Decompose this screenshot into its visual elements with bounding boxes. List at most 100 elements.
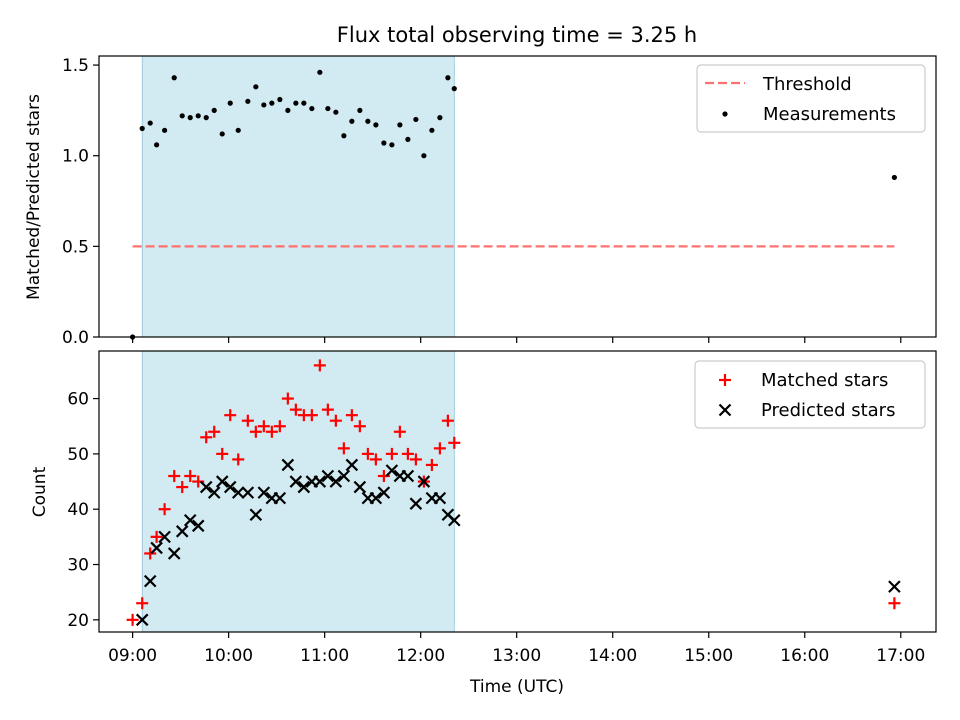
matched-star-point <box>289 403 302 416</box>
measurement-point <box>154 142 160 148</box>
predicted-star-point <box>257 486 271 499</box>
legend-matched-swatch <box>719 374 731 386</box>
measurement-point <box>365 118 371 124</box>
x-tick-label: 14:00 <box>588 646 637 666</box>
measurement-point <box>301 100 307 106</box>
measurement-point <box>437 115 443 121</box>
predicted-star-point <box>167 547 181 560</box>
matched-star-point <box>126 613 139 626</box>
measurement-point <box>211 107 217 113</box>
measurement-point <box>325 105 331 112</box>
matched-star-point <box>200 431 213 444</box>
y-tick-label: 40 <box>67 500 89 520</box>
predicted-star-point <box>215 475 229 488</box>
matched-star-point <box>281 392 294 405</box>
matched-star-point <box>150 530 163 543</box>
x-tick-label: 11:00 <box>300 646 349 666</box>
predicted-star-point <box>175 525 189 538</box>
matched-star-point <box>385 447 398 460</box>
matched-star-point <box>273 420 286 433</box>
measurement-point <box>357 107 363 113</box>
predicted-star-point <box>313 475 327 488</box>
measurement-points <box>130 69 897 340</box>
measurement-point <box>195 113 201 119</box>
matched-star-point <box>321 403 334 416</box>
predicted-star-point <box>369 491 383 505</box>
measurement-point <box>381 140 387 146</box>
measurement-point <box>451 86 457 92</box>
measurement-point <box>421 153 427 159</box>
matched-star-point <box>433 442 446 455</box>
bottom-y-axis-label: Count <box>30 466 50 517</box>
measurement-point <box>235 127 241 133</box>
y-tick-label: 50 <box>67 445 89 465</box>
measurement-point <box>349 118 355 124</box>
matched-star-point <box>369 453 382 466</box>
measurement-point <box>373 122 379 128</box>
legend-box <box>696 64 926 133</box>
measurement-point <box>341 133 347 139</box>
matched-star-point <box>345 409 358 422</box>
predicted-star-point <box>249 508 263 522</box>
predicted-star-point <box>401 469 415 483</box>
top-y-axis-label: Matched/Predicted stars <box>24 94 44 300</box>
matched-star-point <box>208 425 221 438</box>
matched-star-point <box>401 447 414 460</box>
y-tick-label: 1.5 <box>62 56 89 76</box>
matched-star-point <box>425 458 438 471</box>
y-tick-group: 0.0 0.5 1.0 1.5 <box>62 56 902 348</box>
y-tick-label: 60 <box>67 390 89 410</box>
matched-star-point <box>393 425 406 438</box>
predicted-star-point <box>433 491 447 505</box>
measurement-point <box>253 84 259 90</box>
y-tick-label: 20 <box>67 611 89 631</box>
legend-predicted-swatch <box>718 403 732 417</box>
matched-star-point <box>337 442 350 455</box>
matched-star-point <box>329 414 342 427</box>
x-tick-label: 12:00 <box>396 646 445 666</box>
predicted-star-point <box>281 458 295 472</box>
matched-star-point <box>216 447 229 460</box>
y-tick-label: 0.0 <box>62 328 89 348</box>
predicted-star-point <box>135 613 149 627</box>
matched-star-point <box>448 436 461 449</box>
predicted-star-point <box>207 486 221 499</box>
matched-star-point <box>409 453 422 466</box>
x-tick-label: 17:00 <box>876 646 925 666</box>
y-tick-label: 30 <box>67 556 89 576</box>
matched-star-point <box>158 503 171 516</box>
predicted-star-point <box>241 486 255 499</box>
predicted-star-point <box>448 513 461 527</box>
legend-threshold-label: Threshold <box>762 74 852 95</box>
matched-star-point <box>305 409 318 422</box>
measurement-point <box>389 142 395 148</box>
predicted-star-point <box>183 513 197 527</box>
predicted-star-point <box>150 541 163 555</box>
legend-measurements-swatch <box>722 111 728 117</box>
measurement-point <box>891 174 897 181</box>
legend: Threshold Measurements <box>696 64 926 133</box>
x-tick-label: 16:00 <box>780 646 829 666</box>
measurement-point <box>162 127 168 133</box>
x-tick-label: 10:00 <box>204 646 253 666</box>
matched-star-point <box>184 470 197 483</box>
count-points <box>126 359 901 627</box>
y-tick-label: 0.5 <box>62 237 89 257</box>
measurement-point <box>171 75 177 81</box>
predicted-star-point <box>223 480 237 494</box>
ratio-panel: 0.0 0.5 1.0 1.5 Threshold Measurements <box>62 55 937 348</box>
predicted-star-point <box>321 469 335 483</box>
legend-box <box>694 360 926 429</box>
matched-star-point <box>249 425 262 438</box>
measurement-point <box>147 120 153 126</box>
predicted-star-point <box>888 580 901 593</box>
predicted-star-point <box>345 458 359 472</box>
measurement-point <box>317 69 323 75</box>
predicted-star-point <box>158 530 171 544</box>
measurement-point <box>445 75 451 81</box>
predicted-star-point <box>329 475 343 488</box>
predicted-star-point <box>143 574 157 588</box>
predicted-star-point <box>385 464 399 477</box>
matched-star-point <box>136 597 149 610</box>
